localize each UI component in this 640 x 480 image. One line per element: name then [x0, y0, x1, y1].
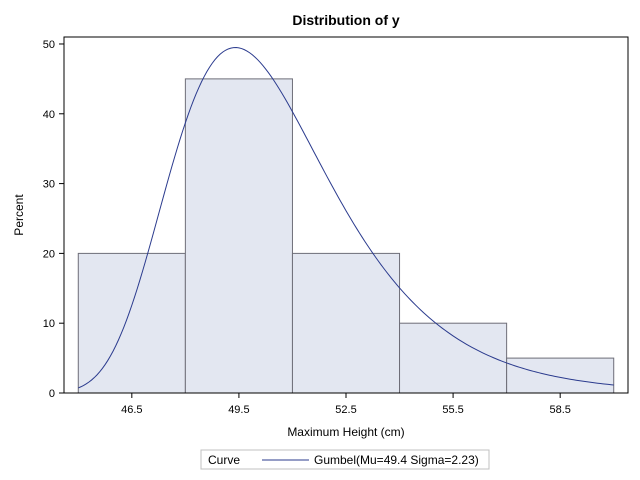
histogram-bar-5: [506, 357, 615, 394]
x-tick-label: 49.5: [228, 404, 249, 416]
x-tick-label: 55.5: [442, 404, 463, 416]
bars-group: [77, 78, 615, 394]
histogram-bar-3: [291, 252, 401, 394]
x-tick-label: 58.5: [549, 404, 570, 416]
histogram-bar-4: [399, 322, 508, 394]
y-tick-label: 20: [43, 248, 55, 260]
y-tick-label: 10: [43, 318, 55, 330]
legend-entry: Gumbel(Mu=49.4 Sigma=2.23): [314, 453, 479, 467]
x-tick-label: 46.5: [121, 404, 142, 416]
legend-box: [200, 449, 490, 470]
chart-title: Distribution of y: [292, 12, 400, 28]
histogram-bar-2: [184, 78, 293, 394]
y-axis-label: Percent: [12, 194, 26, 236]
legend: Curve Gumbel(Mu=49.4 Sigma=2.23): [200, 449, 490, 470]
y-tick-label: 50: [43, 39, 55, 51]
x-axis-label: Maximum Height (cm): [287, 425, 404, 439]
y-tick-label: 40: [43, 109, 55, 121]
x-axis: 46.5 49.5 52.5 55.5 58.5: [121, 393, 571, 416]
y-tick-label: 0: [49, 388, 55, 400]
x-tick-label: 52.5: [335, 404, 356, 416]
histogram-bar-1: [77, 252, 186, 394]
legend-title: Curve: [208, 453, 240, 467]
y-tick-label: 30: [43, 179, 55, 191]
gumbel-curve: [78, 47, 614, 389]
y-axis: 0 10 20 30 40 50: [43, 39, 64, 400]
